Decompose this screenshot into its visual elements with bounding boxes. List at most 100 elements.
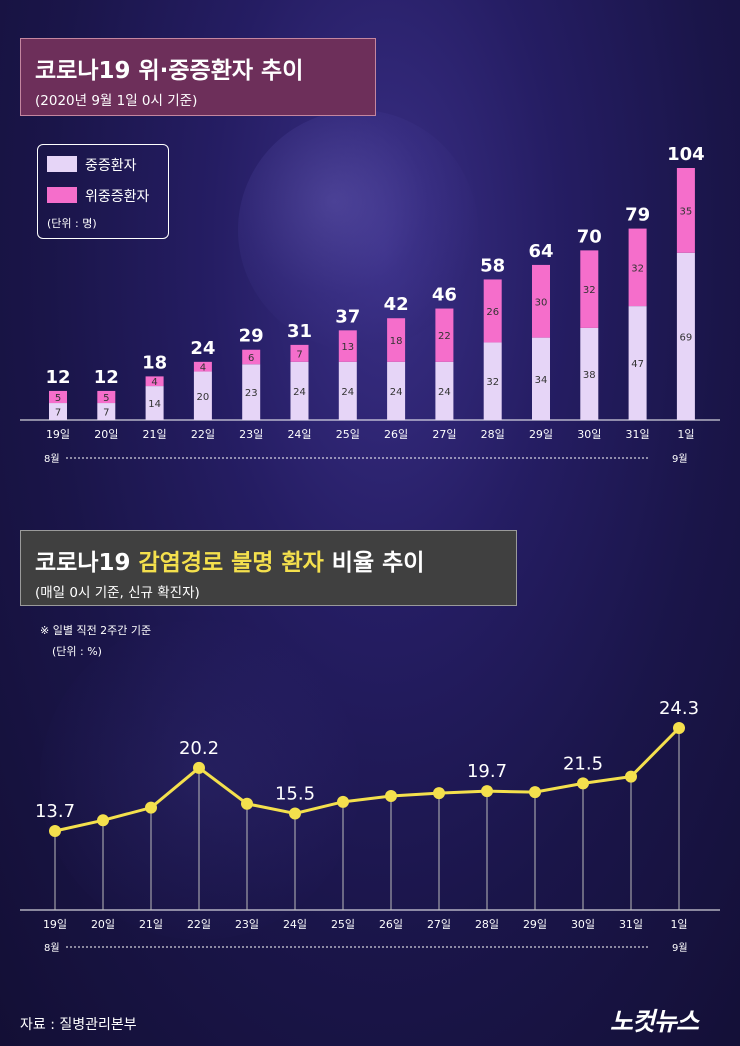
bar-severe [532,337,550,420]
bar-serious [387,318,406,362]
x-tick-label: 25일 [331,917,355,931]
chart1-legend: 중증환자 위중증환자 (단위 : 명) [37,144,169,239]
data-label-total: 24 [190,338,215,359]
legend-label-severe: 중증환자 [85,158,137,174]
data-label-severe: 34 [535,375,548,386]
stacked-bar-chart: 751219일751220일1441821일2042422일2362923일24… [20,144,720,465]
data-label-total: 12 [45,367,70,388]
legend-swatch-severe [47,156,77,172]
virus-background-graphic-lower [40,620,360,940]
data-label-total: 37 [335,306,360,327]
data-label-total: 104 [667,144,705,165]
data-label-total: 18 [142,352,167,373]
data-label-severe: 69 [680,332,693,343]
x-tick-label: 30일 [571,917,595,931]
chart1-title: 코로나19 위·중증환자 추이 [35,58,304,84]
x-tick-label: 20일 [94,427,118,441]
data-point [385,790,397,803]
bar-severe [290,361,309,420]
bar-serious [435,308,454,362]
series-line [54,726,681,833]
legend-label-serious: 위중증환자 [85,189,150,205]
data-label-serious: 22 [438,331,451,342]
x-tick-label: 24일 [283,917,307,931]
data-label-total: 29 [239,326,264,347]
data-label-serious: 26 [486,307,499,318]
bar-severe [49,403,67,420]
data-label-severe: 24 [293,387,306,398]
bar-severe [483,342,502,420]
bar-serious [483,279,502,343]
bar-serious [628,228,647,307]
data-label-serious: 5 [55,393,61,404]
data-label-severe: 24 [390,387,403,398]
data-point [625,770,637,783]
month-label-end: 9월 [672,942,688,954]
x-tick-label: 1일 [670,917,687,931]
data-point [529,786,541,799]
bar-serious [193,361,212,372]
bar-severe [338,361,357,420]
bar-severe [145,386,164,420]
data-point [289,807,301,820]
bar-serious [580,250,599,328]
data-label-serious: 5 [103,393,109,404]
data-label-total: 46 [432,285,457,306]
data-label-total: 64 [528,241,553,262]
x-tick-label: 19일 [46,427,70,441]
data-label-total: 31 [287,321,312,342]
data-point [577,777,589,790]
chart2-unit: (단위 : %) [52,645,102,658]
data-label-serious: 7 [296,349,302,360]
bar-severe [435,361,454,420]
chart1-title-box: 코로나19 위·중증환자 추이 (2020년 9월 1일 0시 기준) [20,38,376,116]
data-label-severe: 24 [341,387,354,398]
x-tick-label: 29일 [523,917,547,931]
data-label-total: 58 [480,255,505,276]
data-label-severe: 7 [55,408,61,419]
x-tick-label: 28일 [481,427,505,441]
month-label-end: 9월 [672,453,688,465]
data-label: 21.5 [563,753,603,774]
x-tick-label: 22일 [187,917,211,931]
x-tick-label: 27일 [427,917,451,931]
bar-severe [387,361,406,420]
bar-serious [242,349,261,365]
legend-swatch-serious [47,187,77,203]
bar-severe [97,403,116,420]
bar-severe [676,252,695,420]
data-label-severe: 24 [438,387,451,398]
source-text: 자료 : 질병관리본부 [20,1017,137,1033]
data-point [337,795,349,808]
x-tick-label: 21일 [143,427,167,441]
chart1-subtitle: (2020년 9월 1일 0시 기준) [35,93,198,109]
legend-unit: (단위 : 명) [47,217,97,230]
data-label-serious: 30 [535,297,548,308]
data-label-severe: 38 [583,370,596,381]
bar-severe [242,364,261,420]
x-tick-label: 28일 [475,917,499,931]
data-label-severe: 14 [148,399,161,410]
x-tick-label: 31일 [619,917,643,931]
data-label-serious: 32 [631,263,644,274]
bar-serious [676,168,695,253]
data-label-serious: 6 [248,353,254,364]
data-label-serious: 35 [680,206,693,217]
bar-serious [290,344,309,362]
bar-severe [628,306,647,420]
x-tick-label: 23일 [235,917,259,931]
data-label-serious: 4 [151,377,157,388]
data-label: 20.2 [179,738,219,759]
data-label-severe: 7 [103,408,109,419]
x-tick-label: 24일 [287,427,311,441]
data-label-severe: 23 [245,388,258,399]
data-label-severe: 47 [631,359,644,370]
line-chart: 13.7 19일 20일 21일 20.2 22일 23일 15.5 24일 25일 26일 27일 1… [20,698,720,954]
x-tick-label: 1일 [677,427,694,441]
month-label-start: 8월 [44,942,60,954]
chart2-subtitle: (매일 0시 기준, 신규 확진자) [35,585,200,601]
data-label-serious: 18 [390,336,403,347]
data-label: 19.7 [467,761,507,782]
x-tick-label: 26일 [379,917,403,931]
data-point [49,825,61,837]
